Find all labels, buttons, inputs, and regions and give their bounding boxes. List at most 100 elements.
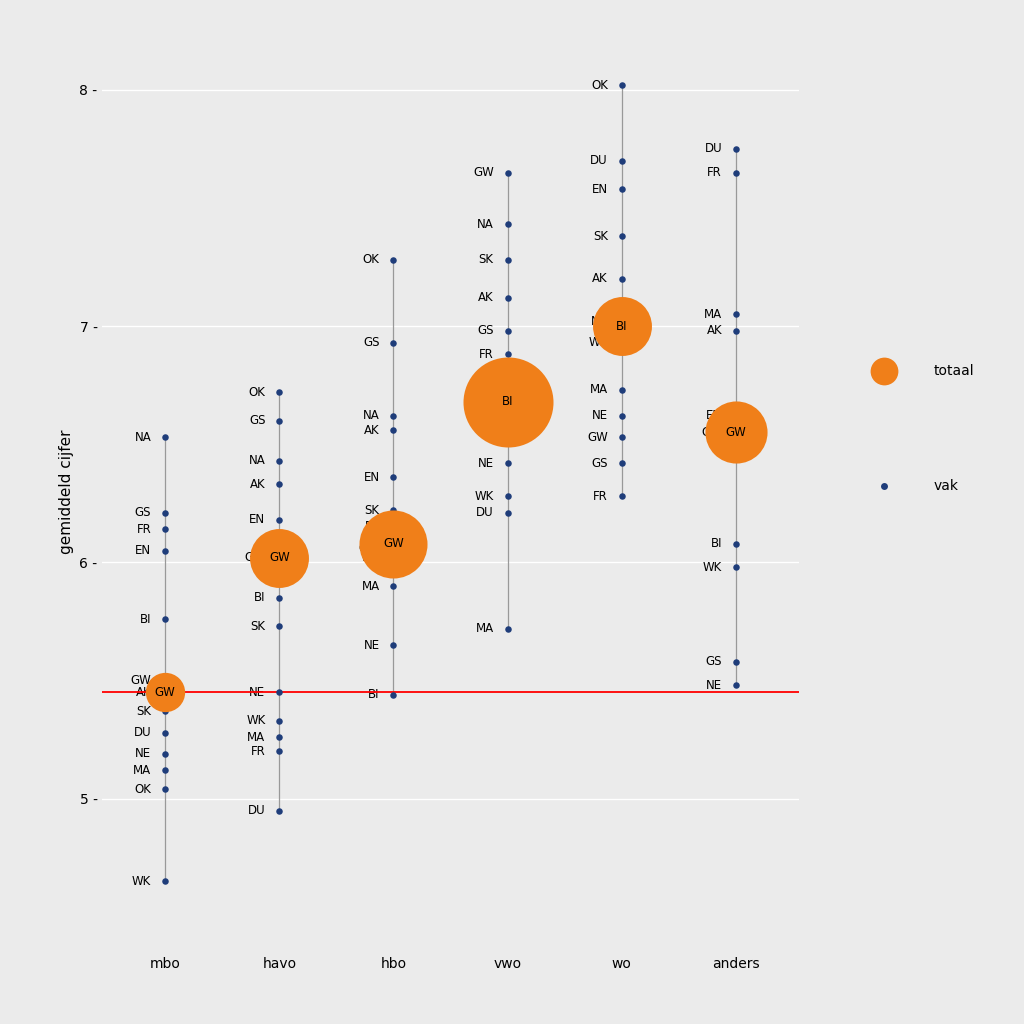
- Text: FR: FR: [708, 166, 722, 179]
- Point: [385, 422, 401, 438]
- Text: NE: NE: [592, 410, 608, 423]
- Text: FR: FR: [251, 744, 265, 758]
- Text: BI: BI: [140, 612, 152, 626]
- Point: [385, 335, 401, 351]
- Text: NA: NA: [134, 431, 152, 443]
- Point: [157, 684, 173, 700]
- Point: [613, 270, 630, 287]
- Text: WK: WK: [360, 551, 380, 564]
- Text: GW: GW: [358, 542, 380, 555]
- Point: [385, 536, 401, 552]
- Text: GW: GW: [245, 551, 265, 564]
- Text: GW: GW: [155, 686, 175, 699]
- Point: [500, 252, 516, 268]
- Text: MA: MA: [475, 622, 494, 635]
- Text: AK: AK: [250, 478, 265, 490]
- Point: [613, 77, 630, 93]
- Text: FR: FR: [479, 348, 494, 361]
- Text: DU: DU: [134, 726, 152, 739]
- Text: MA: MA: [703, 308, 722, 321]
- Point: [157, 703, 173, 720]
- Point: [157, 611, 173, 628]
- Text: GS: GS: [249, 414, 265, 427]
- Point: [271, 453, 288, 469]
- Point: [157, 684, 173, 700]
- Text: EN: EN: [135, 544, 152, 557]
- Text: BI: BI: [482, 402, 494, 416]
- Point: [271, 384, 288, 400]
- Text: BI: BI: [711, 537, 722, 550]
- Text: totaal: totaal: [934, 365, 974, 378]
- Text: AK: AK: [478, 291, 494, 304]
- Text: NE: NE: [249, 686, 265, 699]
- Text: FR: FR: [593, 489, 608, 503]
- Text: NA: NA: [477, 218, 494, 231]
- Text: DU: DU: [705, 142, 722, 156]
- Text: SK: SK: [365, 504, 380, 517]
- Point: [271, 413, 288, 429]
- Point: [271, 743, 288, 760]
- Text: DU: DU: [476, 506, 494, 519]
- Point: [500, 455, 516, 471]
- Text: BI: BI: [502, 395, 513, 409]
- Point: [728, 140, 744, 157]
- Point: [728, 164, 744, 180]
- Text: OK: OK: [362, 253, 380, 266]
- Point: [157, 873, 173, 890]
- Point: [157, 521, 173, 538]
- Text: GW: GW: [701, 426, 722, 439]
- Point: [157, 762, 173, 778]
- Text: DU: DU: [248, 804, 265, 817]
- Text: BI: BI: [596, 319, 608, 333]
- Text: SK: SK: [136, 705, 152, 718]
- Point: [728, 653, 744, 670]
- Text: DU: DU: [590, 155, 608, 167]
- Point: [385, 252, 401, 268]
- Text: GS: GS: [706, 655, 722, 669]
- Point: [500, 400, 516, 417]
- Point: [500, 377, 516, 393]
- Point: [385, 578, 401, 594]
- Text: SK: SK: [593, 229, 608, 243]
- Text: GS: GS: [364, 336, 380, 349]
- Text: EN: EN: [592, 182, 608, 196]
- Text: GW: GW: [130, 674, 152, 687]
- Point: [271, 803, 288, 819]
- Point: [157, 429, 173, 445]
- Text: EN: EN: [249, 513, 265, 526]
- Point: [613, 335, 630, 351]
- Text: GW: GW: [473, 166, 494, 179]
- Text: NA: NA: [591, 314, 608, 328]
- Point: [500, 164, 516, 180]
- Point: [500, 393, 516, 410]
- Point: [613, 488, 630, 505]
- Point: [385, 637, 401, 653]
- Point: [500, 323, 516, 339]
- Point: [613, 313, 630, 330]
- Text: NE: NE: [477, 457, 494, 470]
- Point: [157, 724, 173, 740]
- Point: [385, 502, 401, 518]
- Point: [271, 550, 288, 566]
- Point: [157, 543, 173, 559]
- Text: MA: MA: [133, 764, 152, 777]
- Point: [157, 745, 173, 762]
- Point: [613, 181, 630, 198]
- Point: [500, 621, 516, 637]
- Point: [271, 713, 288, 729]
- Text: NE: NE: [364, 639, 380, 651]
- Text: SK: SK: [251, 620, 265, 633]
- Point: [613, 228, 630, 245]
- Point: [271, 684, 288, 700]
- Point: [157, 781, 173, 798]
- Point: [271, 618, 288, 635]
- Text: OK: OK: [249, 386, 265, 398]
- Text: GW: GW: [383, 537, 403, 550]
- Point: [728, 677, 744, 693]
- Text: WK: WK: [589, 336, 608, 349]
- Text: AK: AK: [364, 424, 380, 436]
- Point: [385, 469, 401, 485]
- Point: [728, 323, 744, 339]
- Text: BI: BI: [616, 319, 628, 333]
- Text: AK: AK: [592, 272, 608, 286]
